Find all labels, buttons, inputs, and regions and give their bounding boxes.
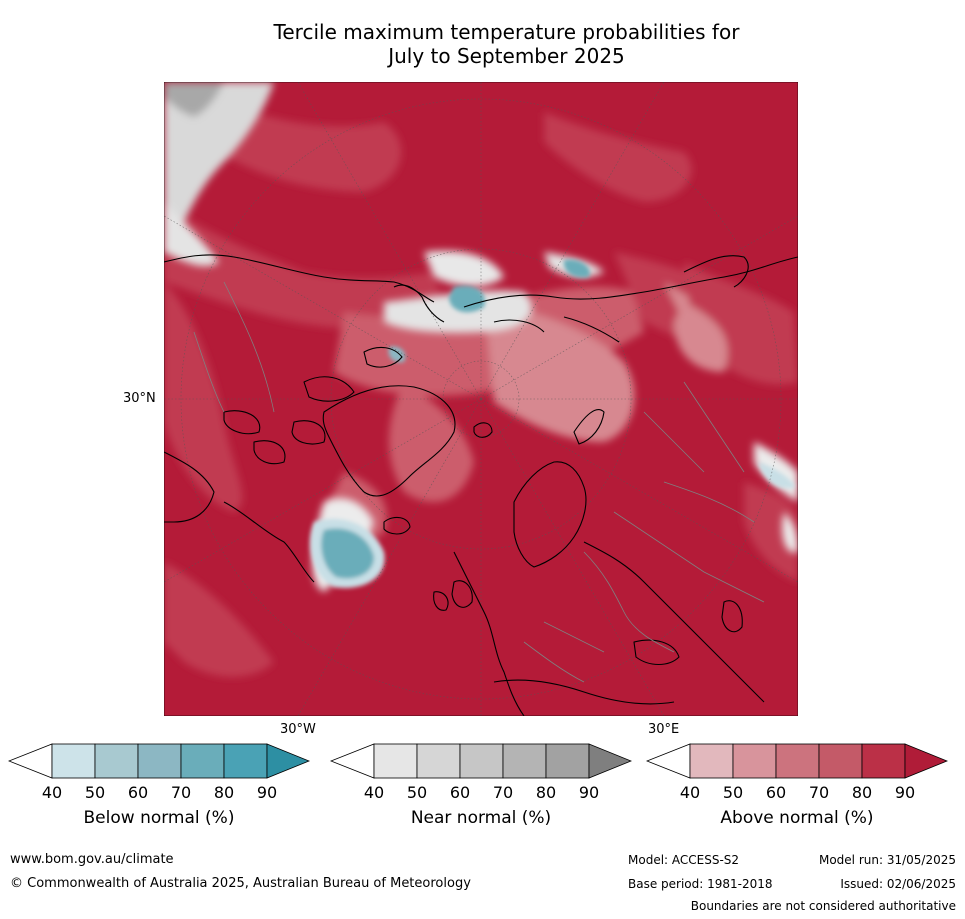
colorbar-tick: 70 xyxy=(170,783,192,802)
colorbar-segment xyxy=(459,743,504,779)
colorbar-tick: 60 xyxy=(449,783,471,802)
colorbar-over-arrow xyxy=(266,743,310,779)
colorbar-tick: 60 xyxy=(765,783,787,802)
colorbar-segment xyxy=(502,743,547,779)
lon-label-30w: 30°W xyxy=(280,722,316,737)
colorbar-segment xyxy=(732,743,777,779)
near-normal-ticks: 40 50 60 70 80 90 xyxy=(330,783,632,803)
colorbar-tick: 80 xyxy=(213,783,235,802)
colorbar-tick: 90 xyxy=(894,783,916,802)
colorbar-tick: 80 xyxy=(535,783,557,802)
map-canvas xyxy=(164,82,798,716)
base-period-text: Base period: 1981-2018 xyxy=(628,877,773,891)
colorbar-segment xyxy=(223,743,268,779)
near-normal-title: Near normal (%) xyxy=(410,808,552,828)
colorbar-tick: 80 xyxy=(851,783,873,802)
below-normal-regions xyxy=(310,259,796,588)
issued-text: Issued: 02/06/2025 xyxy=(840,877,956,891)
colorbar-segment xyxy=(545,743,590,779)
colorbar-over-arrow xyxy=(904,743,948,779)
colorbar-segment xyxy=(373,743,418,779)
lat-label-30n: 30°N xyxy=(123,391,156,406)
colorbar-segment xyxy=(51,743,96,779)
colorbar-segment xyxy=(689,743,734,779)
colorbar-under-arrow xyxy=(8,743,53,779)
colorbar-tick: 90 xyxy=(256,783,278,802)
colorbar-tick: 70 xyxy=(808,783,830,802)
colorbar-tick: 50 xyxy=(84,783,106,802)
tercile-probability-map xyxy=(164,82,798,716)
colorbar-over-arrow xyxy=(588,743,632,779)
colorbar-tick: 60 xyxy=(127,783,149,802)
below-normal-colorbar: 40 50 60 70 80 90 Below normal (%) xyxy=(8,743,310,833)
colorbar-under-arrow xyxy=(330,743,375,779)
colorbar-segment xyxy=(818,743,863,779)
near-normal-colorbar-svg xyxy=(330,743,632,779)
colorbar-under-arrow xyxy=(646,743,691,779)
below-normal-ticks: 40 50 60 70 80 90 xyxy=(8,783,310,803)
boundaries-note: Boundaries are not considered authoritat… xyxy=(690,899,956,913)
colorbar-segment xyxy=(416,743,461,779)
model-text: Model: ACCESS-S2 xyxy=(628,853,740,867)
map-title: Tercile maximum temperature probabilitie… xyxy=(0,20,965,68)
above-normal-ticks: 40 50 60 70 80 90 xyxy=(646,783,948,803)
graticule xyxy=(164,82,798,716)
copyright-text: © Commonwealth of Australia 2025, Austra… xyxy=(10,876,471,891)
website-link[interactable]: www.bom.gov.au/climate xyxy=(10,852,174,867)
colorbar-tick: 90 xyxy=(578,783,600,802)
colorbar-segment xyxy=(137,743,182,779)
lon-label-30e: 30°E xyxy=(648,722,680,737)
above-normal-title: Above normal (%) xyxy=(720,808,874,828)
colorbar-segment xyxy=(94,743,139,779)
below-normal-title: Below normal (%) xyxy=(83,808,235,828)
map-title-line1: Tercile maximum temperature probabilitie… xyxy=(273,20,740,44)
near-normal-colorbar: 40 50 60 70 80 90 Near normal (%) xyxy=(330,743,632,833)
model-run-text: Model run: 31/05/2025 xyxy=(818,853,956,867)
country-borders xyxy=(193,281,765,683)
colorbar-tick: 50 xyxy=(722,783,744,802)
colorbar-tick: 40 xyxy=(41,783,63,802)
map-title-line2: July to September 2025 xyxy=(388,44,625,68)
colorbar-tick: 70 xyxy=(492,783,514,802)
colorbar-tick: 50 xyxy=(406,783,428,802)
colorbar-segment xyxy=(180,743,225,779)
above-normal-colorbar-svg xyxy=(646,743,948,779)
colorbar-segment xyxy=(775,743,820,779)
colorbar-tick: 40 xyxy=(679,783,701,802)
colorbar-tick: 40 xyxy=(363,783,385,802)
above-normal-colorbar: 40 50 60 70 80 90 Above normal (%) xyxy=(646,743,948,833)
colorbar-segment xyxy=(861,743,906,779)
coastlines xyxy=(164,254,798,716)
below-normal-colorbar-svg xyxy=(8,743,310,779)
